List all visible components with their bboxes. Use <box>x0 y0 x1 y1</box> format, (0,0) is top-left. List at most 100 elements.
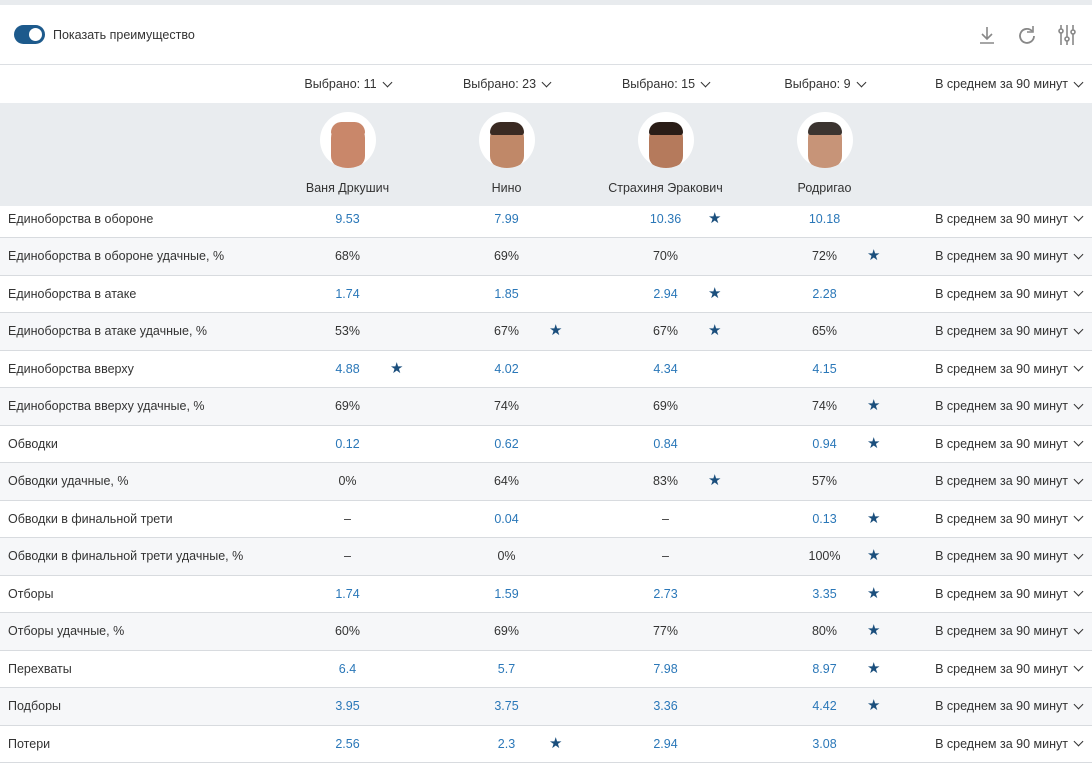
stat-value: 100% <box>809 549 841 563</box>
stat-value: 1.59 <box>494 587 518 601</box>
avatar[interactable] <box>638 112 694 168</box>
chevron-down-icon <box>1074 662 1084 672</box>
row-aggregation-selector[interactable]: В среднем за 90 минут <box>935 313 1082 350</box>
star-icon: ★ <box>390 362 404 376</box>
stat-value: 0.84 <box>653 437 677 451</box>
selector-row: Выбрано: 11 Выбрано: 23 Выбрано: 15 Выбр… <box>0 65 1092 103</box>
stat-value-cell: 1.59 <box>427 576 586 613</box>
stat-value: 1.85 <box>494 287 518 301</box>
aggregation-label: В среднем за 90 минут <box>935 549 1068 563</box>
avatar[interactable] <box>797 112 853 168</box>
row-aggregation-selector[interactable]: В среднем за 90 минут <box>935 688 1082 725</box>
stat-value: 65% <box>812 324 837 338</box>
aggregation-label: В среднем за 90 минут <box>935 212 1068 226</box>
stat-value-cell: 0.13★ <box>745 501 904 538</box>
star-icon: ★ <box>549 737 563 751</box>
stat-value: 4.34 <box>653 362 677 376</box>
star-icon: ★ <box>708 474 722 488</box>
toolbar: Показать преимущество <box>0 5 1092 65</box>
player-3-selector[interactable]: Выбрано: 15 <box>622 77 709 91</box>
settings-sliders-icon[interactable] <box>1056 23 1078 47</box>
player-name[interactable]: Родригао <box>798 181 852 195</box>
stat-value: 53% <box>335 324 360 338</box>
chevron-down-icon <box>1074 512 1084 522</box>
metric-label: Обводки в финальной трети <box>8 501 173 538</box>
stat-value-cell: 2.3★ <box>427 726 586 763</box>
stat-value: 9.53 <box>335 212 359 226</box>
stat-value: 10.18 <box>809 212 840 226</box>
stat-value-cell: 4.88 ★ <box>268 351 427 388</box>
stat-value-cell: 83%★ <box>586 463 745 500</box>
show-advantage-toggle[interactable] <box>14 25 45 44</box>
stat-value: 72% <box>812 249 837 263</box>
player-card: Страхиня Эракович <box>586 112 745 195</box>
aggregation-label: В среднем за 90 минут <box>935 399 1068 413</box>
stat-value: 2.56 <box>335 737 359 751</box>
player-2-selector[interactable]: Выбрано: 23 <box>463 77 550 91</box>
aggregation-label: В среднем за 90 минут <box>935 362 1068 376</box>
row-aggregation-selector[interactable]: В среднем за 90 минут <box>935 276 1082 313</box>
row-aggregation-selector[interactable]: В среднем за 90 минут <box>935 576 1082 613</box>
selector-label: Выбрано: 23 <box>463 77 536 91</box>
star-icon: ★ <box>708 287 722 301</box>
stat-value-cell: 0.94★ <box>745 426 904 463</box>
stat-value-cell: 3.35★ <box>745 576 904 613</box>
player-name[interactable]: Ваня Дркушич <box>306 181 389 195</box>
player-name[interactable]: Страхиня Эракович <box>608 181 723 195</box>
selector-label: Выбрано: 11 <box>304 77 376 91</box>
stat-value: 0% <box>497 549 515 563</box>
player-name[interactable]: Нино <box>492 181 522 195</box>
table-row: Обводки в финальной трети удачные, % – 0% –… <box>0 538 1092 576</box>
metric-label: Отборы <box>8 576 54 613</box>
stat-value-cell: 64% <box>427 463 586 500</box>
avatar[interactable] <box>320 112 376 168</box>
avatar[interactable] <box>479 112 535 168</box>
stat-value-cell: 80%★ <box>745 613 904 650</box>
stat-value: 60% <box>335 624 360 638</box>
stat-value-cell: 1.85 <box>427 276 586 313</box>
player-4-selector[interactable]: Выбрано: 9 <box>784 77 864 91</box>
metric-label: Обводки в финальной трети удачные, % <box>8 538 243 575</box>
table-row: Единоборства в обороне удачные, %68%69%7… <box>0 238 1092 276</box>
chevron-down-icon <box>542 77 552 87</box>
row-aggregation-selector[interactable]: В среднем за 90 минут <box>935 238 1082 275</box>
row-aggregation-selector[interactable]: В среднем за 90 минут <box>935 726 1082 763</box>
stat-value-cell: 0.12 <box>268 426 427 463</box>
row-aggregation-selector[interactable]: В среднем за 90 минут <box>935 538 1082 575</box>
stat-value-cell: 0% <box>268 463 427 500</box>
stat-value-cell: 69% <box>427 613 586 650</box>
stat-value: – <box>344 549 351 563</box>
stat-value-cell: 3.75 <box>427 688 586 725</box>
stat-value-cell: 53% <box>268 313 427 350</box>
stat-value: 0.62 <box>494 437 518 451</box>
aggregation-label: В среднем за 90 минут <box>935 624 1068 638</box>
stat-value: 69% <box>494 624 519 638</box>
stat-value: – <box>344 512 351 526</box>
row-aggregation-selector[interactable]: В среднем за 90 минут <box>935 613 1082 650</box>
stat-value: 4.88 <box>335 362 359 376</box>
download-icon[interactable] <box>976 23 998 47</box>
row-aggregation-selector[interactable]: В среднем за 90 минут <box>935 426 1082 463</box>
refresh-icon[interactable] <box>1016 23 1038 47</box>
stat-value: 4.02 <box>494 362 518 376</box>
row-aggregation-selector[interactable]: В среднем за 90 минут <box>935 651 1082 688</box>
star-icon: ★ <box>549 324 563 338</box>
row-aggregation-selector[interactable]: В среднем за 90 минут <box>935 351 1082 388</box>
stat-value: 4.42 <box>812 699 836 713</box>
stat-value-cell: 4.42★ <box>745 688 904 725</box>
row-aggregation-selector[interactable]: В среднем за 90 минут <box>935 388 1082 425</box>
stat-value-cell: 3.08 <box>745 726 904 763</box>
aggregation-label: В среднем за 90 минут <box>935 512 1068 526</box>
aggregation-label: В среднем за 90 минут <box>935 699 1068 713</box>
aggregation-selector[interactable]: В среднем за 90 минут <box>935 77 1082 91</box>
row-aggregation-selector[interactable]: В среднем за 90 минут <box>935 463 1082 500</box>
player-1-selector[interactable]: Выбрано: 11 <box>304 77 390 91</box>
metric-label: Обводки удачные, % <box>8 463 129 500</box>
stat-value: – <box>662 549 669 563</box>
row-aggregation-selector[interactable]: В среднем за 90 минут <box>935 501 1082 538</box>
stat-value-cell: 2.73 <box>586 576 745 613</box>
stat-value-cell: 72%★ <box>745 238 904 275</box>
stat-value-cell: – <box>268 538 427 575</box>
